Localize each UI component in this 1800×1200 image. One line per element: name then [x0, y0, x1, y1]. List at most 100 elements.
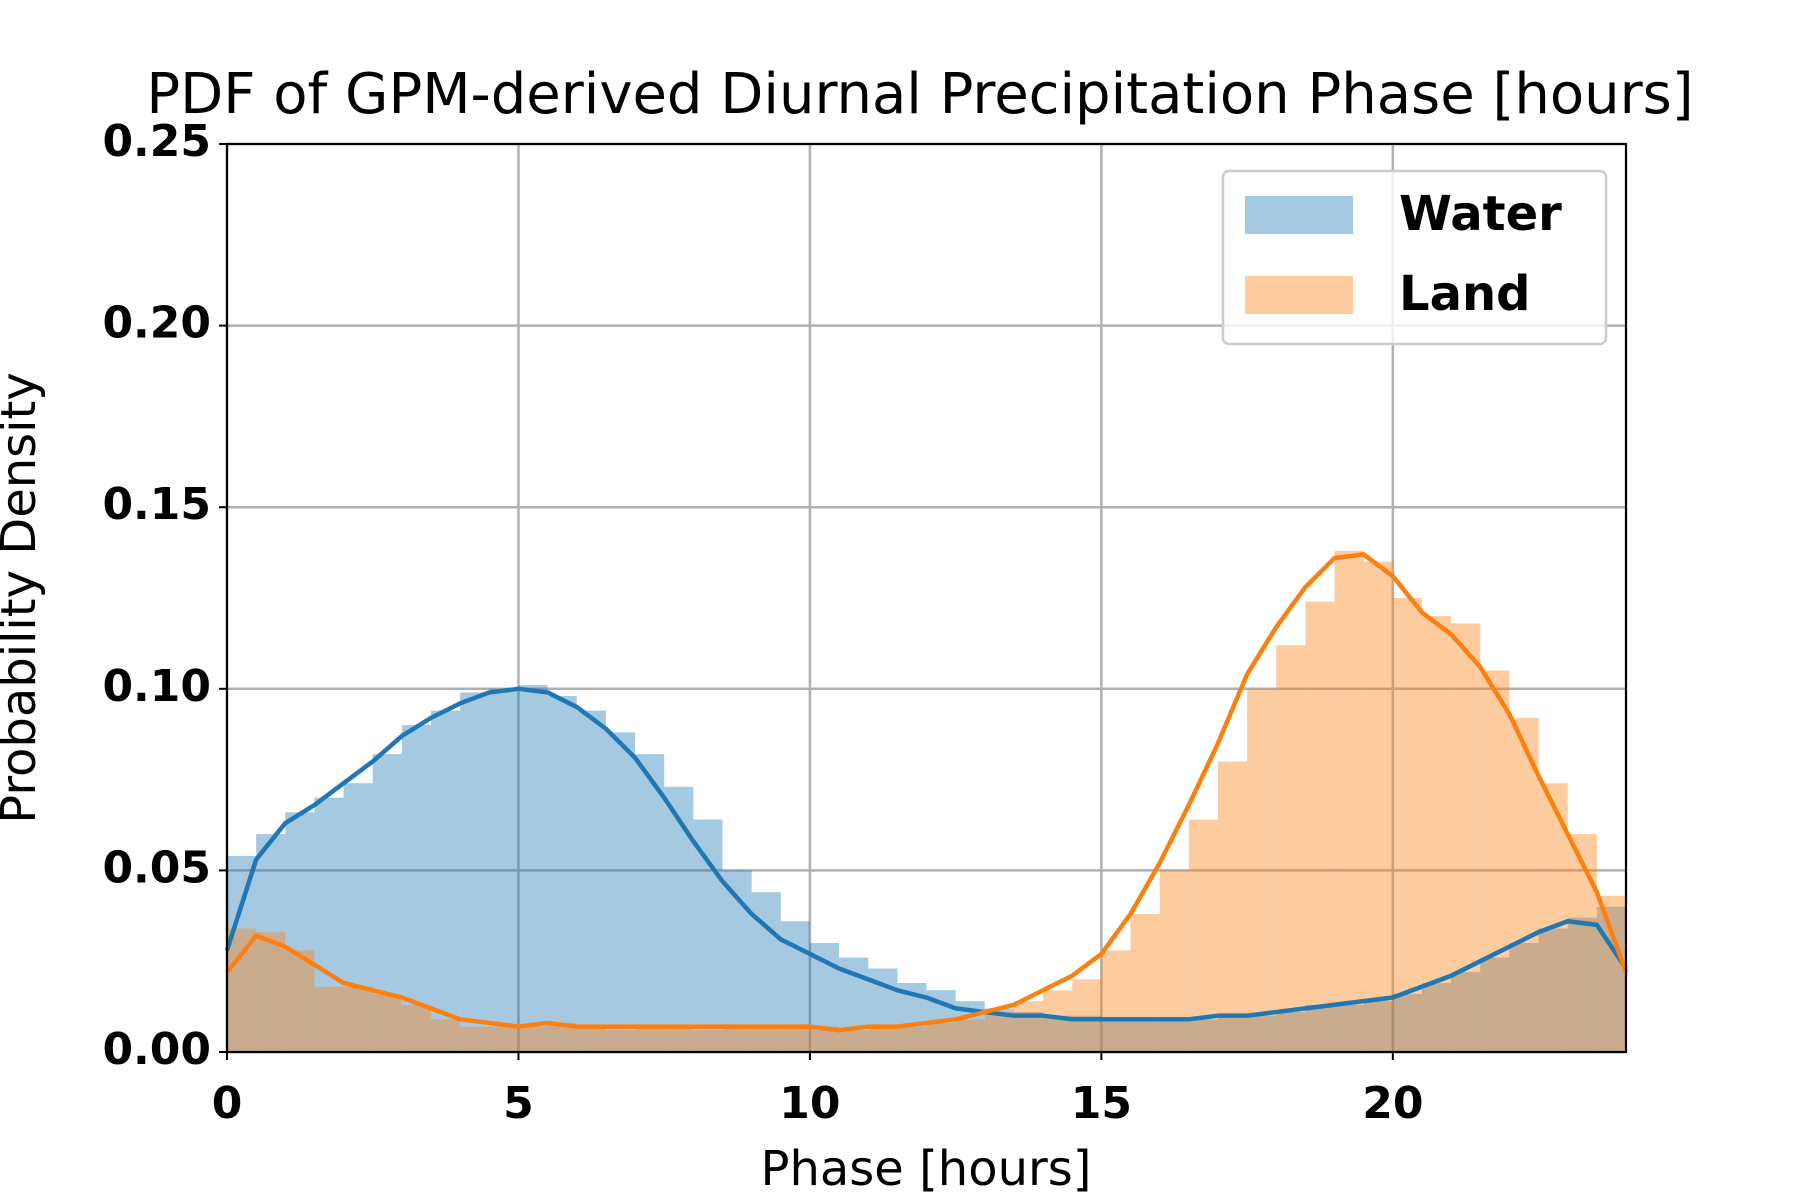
histogram-bar	[1421, 982, 1452, 1052]
legend: Water Land	[1221, 169, 1608, 346]
histogram-bar	[1305, 1004, 1335, 1052]
y-tick-label: 0.15	[102, 479, 211, 530]
chart-title: PDF of GPM-derived Diurnal Precipitation…	[146, 62, 1693, 127]
histogram-bar	[751, 1026, 781, 1052]
y-tick-label: 0.10	[102, 661, 211, 712]
histogram-bar	[314, 797, 344, 1052]
histogram-bar	[431, 710, 461, 1052]
histogram-bar	[926, 1022, 956, 1052]
histogram-bar	[780, 1026, 810, 1052]
histogram-bar	[1363, 561, 1393, 1052]
histogram-bar	[897, 1026, 927, 1052]
histogram-bar	[489, 688, 519, 1052]
histogram-bar	[1072, 1015, 1102, 1052]
histogram-bar	[955, 1019, 985, 1052]
histogram-bar	[372, 993, 402, 1052]
histogram-bar	[1276, 645, 1306, 1052]
histogram-bar	[460, 692, 490, 1052]
histogram-bar	[1480, 957, 1510, 1052]
histogram-bar	[984, 1012, 1014, 1052]
histogram-bar	[372, 754, 402, 1052]
histogram-bar	[518, 685, 548, 1052]
histogram-bar	[1567, 834, 1597, 1052]
histogram-bar	[489, 1026, 519, 1052]
histogram-bar	[605, 732, 636, 1052]
histogram-bar	[1159, 870, 1189, 1052]
histogram-bar	[547, 696, 577, 1052]
histogram-bar	[314, 986, 344, 1052]
histogram-bar	[1509, 717, 1539, 1052]
y-tick-label: 0.25	[102, 116, 211, 167]
histogram-bar	[635, 754, 665, 1052]
histogram-bar	[1538, 928, 1568, 1052]
histogram-bar	[1217, 761, 1248, 1052]
histogram-bar	[576, 1026, 606, 1052]
histogram-bar	[1363, 1001, 1393, 1052]
histogram-bar	[1596, 895, 1626, 1052]
histogram-bar	[1130, 913, 1160, 1052]
histogram-bar	[1247, 688, 1277, 1052]
histogram-bar	[664, 786, 694, 1052]
histogram-bar	[1188, 1019, 1218, 1052]
x-tick-label: 10	[779, 1078, 840, 1129]
histogram-bar	[1392, 598, 1422, 1052]
legend-label: Water	[1399, 186, 1562, 242]
histogram-bar	[693, 819, 723, 1052]
histogram-bar	[401, 1004, 432, 1052]
histogram-bar	[1159, 1019, 1189, 1052]
histogram-bar	[1305, 601, 1335, 1052]
histogram-series	[227, 550, 1626, 1052]
histogram-bar	[635, 1026, 665, 1052]
x-tick-label: 5	[503, 1078, 534, 1129]
histogram-bar	[839, 1030, 869, 1052]
histogram-bar	[256, 932, 286, 1052]
kde-line	[224, 686, 1628, 1022]
histogram-bar	[431, 1019, 461, 1052]
histogram-bar	[518, 1026, 548, 1052]
histogram-bar	[1013, 1012, 1044, 1052]
histogram-bar	[1392, 993, 1422, 1052]
legend-swatch	[1245, 196, 1353, 234]
histogram-bar	[605, 1030, 636, 1052]
histogram-bar	[1217, 1015, 1248, 1052]
histogram-bar	[343, 986, 373, 1052]
x-tick-label: 15	[1071, 1078, 1132, 1129]
legend-box	[1221, 169, 1608, 346]
y-tick-label: 0.05	[102, 842, 211, 893]
histogram-bar	[868, 1026, 898, 1052]
histogram-bar	[1451, 623, 1481, 1052]
histogram-bar	[1013, 1001, 1044, 1052]
histogram-bar	[1276, 1012, 1306, 1052]
histogram-bar	[1188, 819, 1218, 1052]
histogram-series	[227, 685, 1626, 1052]
histogram-bar	[1509, 943, 1539, 1052]
x-axis-label: Phase [hours]	[761, 1141, 1092, 1197]
histogram-bar	[1130, 1019, 1160, 1052]
y-tick-label: 0.20	[102, 298, 211, 349]
histogram-bar	[1043, 990, 1073, 1052]
legend-swatch	[1245, 276, 1353, 314]
histogram-bar	[285, 812, 315, 1052]
histogram-bar	[1043, 1015, 1073, 1052]
histogram-bar	[722, 1026, 752, 1052]
histogram-bar	[1072, 979, 1102, 1052]
histogram-bar	[1101, 950, 1131, 1052]
histogram-bar	[1334, 1004, 1364, 1052]
histogram-bar	[693, 1030, 723, 1052]
histogram-bar	[1101, 1019, 1131, 1052]
histogram-bar	[1334, 550, 1364, 1052]
legend-label: Land	[1399, 266, 1531, 322]
histogram-bar	[460, 1026, 490, 1052]
histogram-bar	[664, 1026, 694, 1052]
kde-line	[225, 552, 1629, 1033]
histogram-bar	[227, 928, 257, 1052]
y-axis-label: Probability Density	[0, 372, 47, 823]
histogram-bar	[1480, 670, 1510, 1052]
x-tick-label: 20	[1362, 1078, 1423, 1129]
x-tick-label: 0	[212, 1078, 243, 1129]
histogram-bar	[1451, 972, 1481, 1052]
histogram-bar	[1247, 1015, 1277, 1052]
plot-frame	[225, 142, 1628, 1054]
histogram-bar	[1567, 917, 1597, 1052]
